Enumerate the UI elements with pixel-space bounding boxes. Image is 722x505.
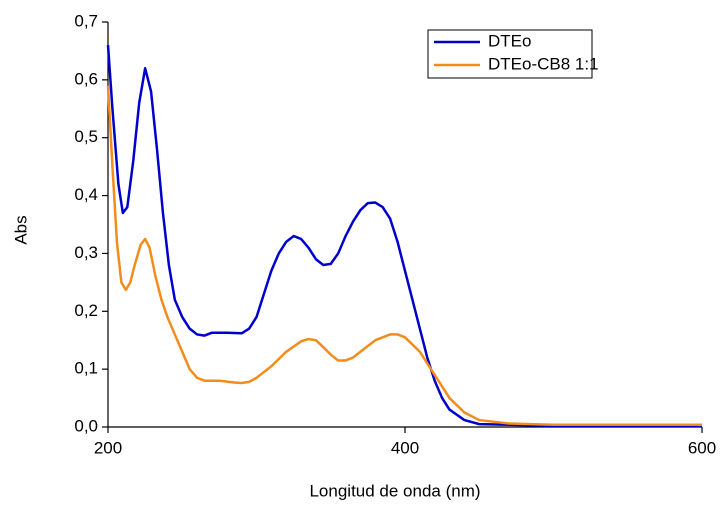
- y-tick-label: 0,5: [74, 127, 98, 146]
- y-tick-label: 0,3: [74, 243, 98, 262]
- legend-box: [427, 29, 593, 79]
- y-tick-label: 0,6: [74, 69, 98, 88]
- x-tick-label: 600: [688, 438, 716, 457]
- y-tick-label: 0,2: [74, 301, 98, 320]
- y-tick-label: 0,0: [74, 416, 98, 435]
- y-tick-label: 0,7: [74, 11, 98, 30]
- legend-label: DTEo-CB8 1:1: [488, 54, 599, 73]
- y-tick-label: 0,1: [74, 359, 98, 378]
- legend-label: DTEo: [488, 31, 531, 50]
- y-axis-label: Abs: [11, 215, 30, 244]
- x-axis-label: Longitud de onda (nm): [309, 481, 480, 500]
- y-tick-label: 0,4: [74, 185, 98, 204]
- x-tick-label: 400: [391, 438, 419, 457]
- x-tick-label: 200: [94, 438, 122, 457]
- line-series: [106, 85, 702, 426]
- line-series: [106, 45, 702, 428]
